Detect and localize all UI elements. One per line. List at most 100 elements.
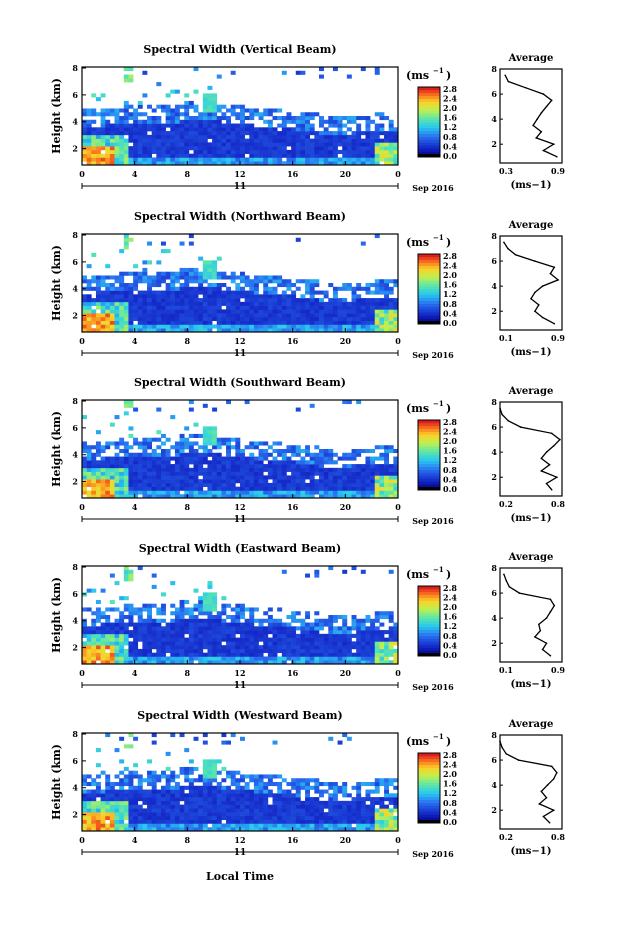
heatmap-cell (281, 823, 287, 828)
heatmap-cell (374, 652, 380, 657)
heatmap-cell (202, 637, 208, 642)
heatmap-cell (86, 793, 92, 798)
heatmap-cell (133, 656, 139, 661)
heatmap-cell (235, 460, 241, 465)
heatmap-cell (370, 131, 376, 136)
heatmap-cell (249, 615, 255, 620)
heatmap-cell (370, 645, 376, 650)
heatmap-cell (337, 309, 343, 314)
heatmap-cell (286, 486, 292, 491)
heatmap-cell (147, 482, 153, 487)
heatmap-cell (193, 819, 199, 824)
colorbar-tick-label: 1.6 (443, 280, 457, 290)
heatmap-cell (305, 279, 311, 284)
heatmap-cell (360, 797, 366, 802)
heatmap-cell (351, 645, 357, 650)
heatmap-cell (114, 782, 120, 787)
heatmap-cell (249, 452, 255, 457)
heatmap-cell (346, 283, 352, 288)
heatmap-cell (156, 260, 162, 265)
heatmap-cell (240, 275, 245, 280)
heatmap-cell (230, 733, 236, 738)
heatmap-cell (300, 131, 306, 136)
heatmap-cell (346, 313, 352, 318)
heatmap-cell (100, 153, 106, 158)
profile-title: Average (508, 53, 554, 64)
heatmap-cell (314, 797, 320, 802)
heatmap-cell (100, 298, 106, 303)
heatmap-cell (240, 603, 245, 608)
heatmap-cell (86, 630, 92, 635)
heatmap-cell (337, 127, 343, 132)
heatmap-cell (109, 161, 115, 166)
heatmap-cell (184, 313, 190, 318)
heatmap-cell (267, 153, 273, 158)
heatmap-cell (281, 460, 287, 465)
heatmap-cell (193, 656, 199, 661)
heatmap-cell (212, 313, 218, 318)
heatmap-cell (193, 471, 199, 476)
heatmap-cell (188, 652, 194, 657)
heatmap-cell (221, 778, 227, 783)
heatmap-cell (277, 467, 283, 472)
heatmap-cell (179, 445, 185, 450)
heatmap-cell (226, 400, 232, 405)
heatmap-cell (133, 645, 139, 650)
heatmap-cell (281, 309, 287, 314)
heatmap-cell (370, 486, 376, 491)
heatmap-cell (91, 316, 97, 321)
heatmap-cell (161, 146, 166, 151)
heatmap-cell (174, 116, 180, 121)
heatmap-cell (295, 309, 301, 314)
heatmap-cell (105, 131, 111, 136)
heatmap-cell (174, 645, 180, 650)
heatmap-cell (253, 789, 259, 794)
heatmap-cell (207, 648, 213, 653)
heatmap-cell (309, 464, 315, 469)
heatmap-cell (212, 471, 218, 476)
heatmap-cell (212, 149, 218, 154)
heatmap-cell (170, 116, 176, 121)
heatmap-cell (188, 641, 194, 646)
heatmap-cell (230, 827, 236, 832)
heatmap-cell (365, 827, 371, 832)
heatmap-cell (384, 648, 390, 653)
date-label: Sep 2016 (412, 350, 454, 360)
heatmap-cell (370, 290, 376, 295)
heatmap-cell (272, 490, 278, 495)
heatmap-cell (216, 131, 222, 136)
heatmap-cell (356, 153, 362, 158)
heatmap-cell (123, 108, 129, 113)
heatmap-cell (281, 452, 287, 457)
heatmap-cell (202, 607, 208, 612)
heatmap-cell (356, 785, 362, 790)
heatmap-cell (328, 298, 334, 303)
heatmap-cell (323, 449, 329, 454)
heatmap-cell (281, 138, 287, 143)
heatmap-cell (202, 475, 208, 480)
heatmap-cell (249, 797, 255, 802)
heatmap-cell (114, 460, 120, 465)
heatmap-cell (286, 633, 292, 638)
heatmap-cell (314, 313, 320, 318)
heatmap-cell (286, 138, 292, 143)
heatmap-cell (212, 467, 218, 472)
heatmap-cell (105, 645, 111, 650)
heatmap-cell (147, 630, 153, 635)
heatmap-cell (133, 494, 139, 499)
heatmap-cell (86, 153, 92, 158)
heatmap-cell (91, 452, 97, 457)
heatmap-cell (323, 641, 329, 646)
heatmap-cell (286, 449, 292, 454)
heatmap-cell (100, 622, 106, 627)
profile-point (507, 80, 510, 83)
heatmap-cell (360, 475, 366, 480)
heatmap-cell (263, 467, 269, 472)
heatmap-cell (174, 660, 180, 665)
heatmap-cell (156, 460, 162, 465)
heatmap-cell (328, 283, 334, 288)
heatmap-cell (161, 774, 166, 779)
heatmap-cell (230, 305, 236, 310)
heatmap-cell (295, 633, 301, 638)
heatmap-cell (156, 119, 162, 124)
